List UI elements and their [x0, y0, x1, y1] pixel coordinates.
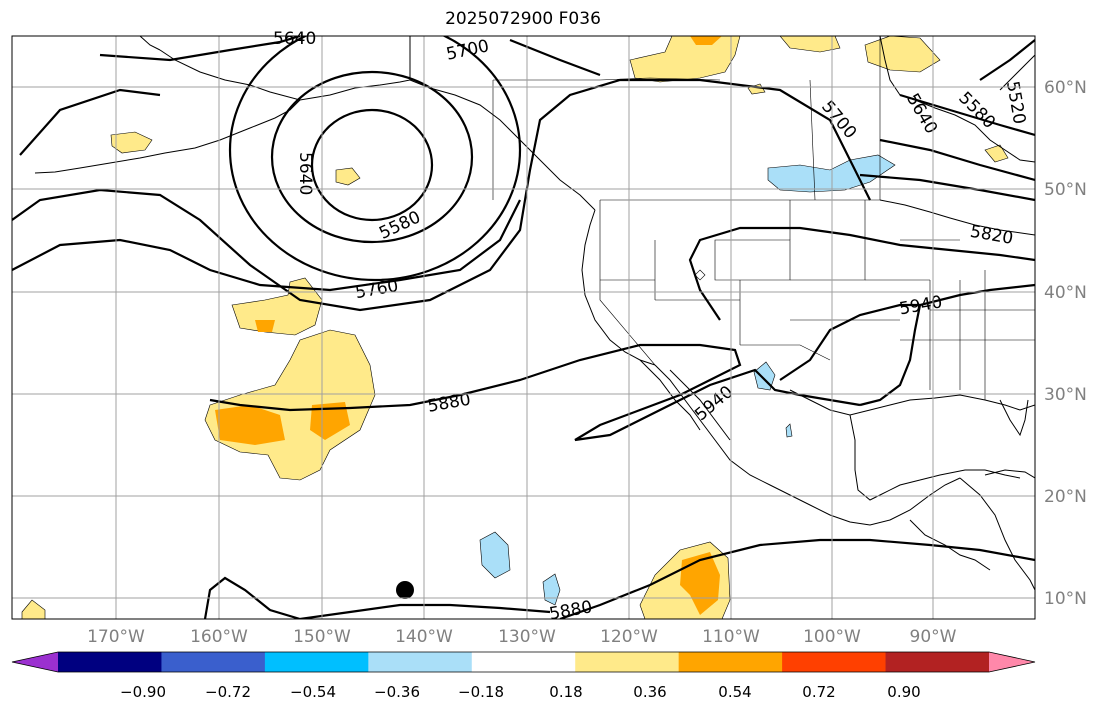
colorbar-segment [885, 652, 990, 672]
colorbar-tick-label: −0.18 [458, 683, 504, 701]
negative-area [753, 361, 776, 391]
anomaly-shading [21, 36, 1009, 619]
positive-area [629, 36, 741, 83]
lat-label: 20°N [1044, 487, 1087, 507]
colorbar-labels: −0.90 −0.72 −0.54 −0.36 −0.18 0.18 0.36 … [120, 683, 921, 701]
colorbar-tick-label: 0.90 [887, 683, 920, 701]
lat-label: 60°N [1044, 78, 1087, 98]
positive-area-core [215, 405, 285, 445]
contour-label: 5640 [902, 90, 941, 137]
lon-label: 150°W [293, 627, 351, 647]
colorbar-tick-label: 0.54 [718, 683, 751, 701]
contour-label: 5820 [969, 222, 1015, 249]
positive-area [110, 131, 153, 154]
positive-area [335, 167, 361, 186]
positive-area-core [255, 320, 275, 332]
lon-label: 160°W [190, 627, 248, 647]
contour-label: 5640 [295, 152, 315, 195]
colorbar-segment [58, 652, 162, 672]
negative-area [785, 423, 793, 438]
lon-label: 130°W [498, 627, 556, 647]
colorbar-tick-label: −0.90 [120, 683, 166, 701]
colorbar-segment [471, 652, 576, 672]
positive-area [864, 36, 941, 73]
positive-area-core [310, 402, 350, 440]
positive-area [21, 599, 46, 619]
colorbar-extend-max [989, 652, 1035, 672]
lat-label: 10°N [1044, 589, 1087, 609]
latitude-labels: 60°N 50°N 40°N 30°N 20°N 10°N [1044, 78, 1087, 609]
negative-area [542, 573, 561, 606]
colorbar-segment [678, 652, 783, 672]
coastlines [34, 36, 1035, 591]
height-contours [12, 36, 1035, 619]
colorbar-segment [368, 652, 473, 672]
colorbar-tick-label: −0.54 [290, 683, 336, 701]
lon-label: 110°W [702, 627, 760, 647]
lat-label: 50°N [1044, 180, 1087, 200]
lat-label: 40°N [1044, 283, 1087, 303]
contour-label: 5940 [898, 292, 944, 319]
lon-label: 170°W [87, 627, 145, 647]
colorbar-tick-label: 0.18 [549, 683, 582, 701]
colorbar [11, 651, 1036, 673]
colorbar-tick-label: −0.72 [205, 683, 251, 701]
lat-label: 30°N [1044, 385, 1087, 405]
colorbar-segment [264, 652, 369, 672]
lon-label: 90°W [910, 627, 957, 647]
gridlines [12, 36, 1035, 619]
colorbar-extend-min [12, 652, 58, 672]
positive-area [779, 36, 841, 53]
lon-label: 140°W [395, 627, 453, 647]
longitude-labels: 170°W 160°W 150°W 140°W 130°W 120°W 110°… [87, 627, 957, 647]
colorbar-segment [575, 652, 680, 672]
positive-area-core [690, 36, 722, 45]
colorbar-tick-label: 0.36 [633, 683, 666, 701]
colorbar-tick-label: 0.72 [802, 683, 835, 701]
lon-label: 120°W [600, 627, 658, 647]
positive-area [984, 144, 1009, 163]
colorbar-segment [161, 652, 266, 672]
colorbar-segment [782, 652, 887, 672]
colorbar-outline [11, 651, 1036, 673]
negative-area [479, 531, 511, 579]
contour-label: 5640 [273, 29, 316, 49]
positive-area [204, 329, 376, 481]
map-frame [11, 35, 1036, 620]
lon-label: 100°W [803, 627, 861, 647]
map-title: 2025072900 F036 [445, 9, 601, 29]
storm-position-marker [396, 581, 414, 599]
colorbar-tick-label: −0.36 [374, 683, 420, 701]
positive-area-core [680, 552, 720, 615]
